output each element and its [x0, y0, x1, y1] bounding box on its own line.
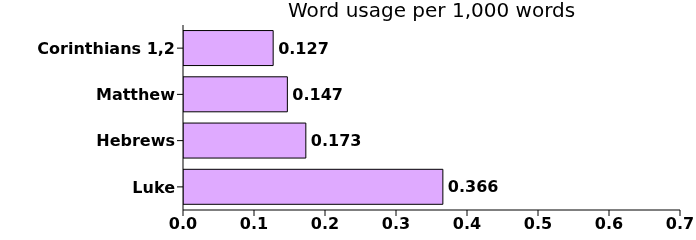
svg-text:0.1: 0.1 [240, 214, 268, 233]
svg-text:0.5: 0.5 [524, 214, 552, 233]
svg-text:Matthew: Matthew [96, 85, 175, 104]
svg-text:0.7: 0.7 [666, 214, 688, 233]
svg-text:0.2: 0.2 [311, 214, 339, 233]
svg-text:0.6: 0.6 [595, 214, 623, 233]
svg-text:Hebrews: Hebrews [96, 131, 175, 150]
svg-text:Luke: Luke [132, 178, 175, 197]
svg-text:Corinthians 1,2: Corinthians 1,2 [37, 39, 175, 58]
svg-text:0.3: 0.3 [382, 214, 410, 233]
svg-text:0.366: 0.366 [448, 177, 499, 196]
svg-text:0.0: 0.0 [169, 214, 197, 233]
svg-text:0.173: 0.173 [311, 131, 362, 150]
svg-text:0.4: 0.4 [453, 214, 481, 233]
svg-text:0.127: 0.127 [278, 39, 329, 58]
svg-text:0.147: 0.147 [292, 85, 343, 104]
